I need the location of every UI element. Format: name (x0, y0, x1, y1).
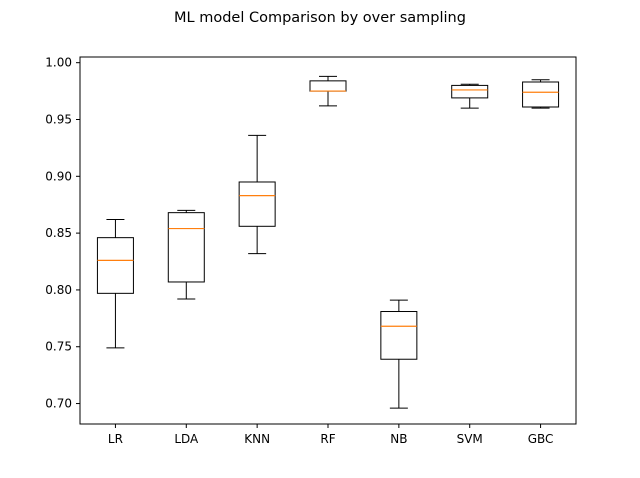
box-svm (451, 83, 489, 109)
y-tick-label: 0.95 (45, 112, 72, 126)
y-tick-label: 0.70 (45, 397, 72, 411)
box-gbc (522, 79, 560, 109)
box-knn (238, 134, 276, 255)
x-tick-label: KNN (244, 432, 270, 446)
box-iqr (380, 311, 418, 360)
y-tick-label: 0.85 (45, 226, 72, 240)
y-tick-label: 0.75 (45, 340, 72, 354)
chart-title: ML model Comparison by over sampling (174, 10, 466, 26)
x-tick-label: SVM (457, 432, 483, 446)
box-iqr (451, 84, 489, 99)
x-tick-label: NB (390, 432, 407, 446)
y-tick-label: 0.90 (45, 169, 72, 183)
box-iqr (238, 181, 276, 227)
plot-area: 0.70 0.75 0.80 0.85 0.90 0.95 1.00 LR LDA KNN RF NB… (45, 56, 577, 446)
box-iqr (96, 237, 134, 294)
x-tick-label: LR (108, 432, 123, 446)
y-tick-label: 1.00 (45, 56, 72, 70)
x-tick-label: LDA (174, 432, 199, 446)
y-tick-label: 0.80 (45, 283, 72, 297)
box-rf (309, 75, 347, 107)
x-tick-label: RF (320, 432, 335, 446)
box-lda (167, 209, 205, 300)
box-iqr (522, 81, 560, 108)
box-lr (96, 218, 134, 349)
box-iqr (167, 212, 205, 283)
box-nb (380, 299, 418, 409)
x-tick-label: GBC (528, 432, 554, 446)
